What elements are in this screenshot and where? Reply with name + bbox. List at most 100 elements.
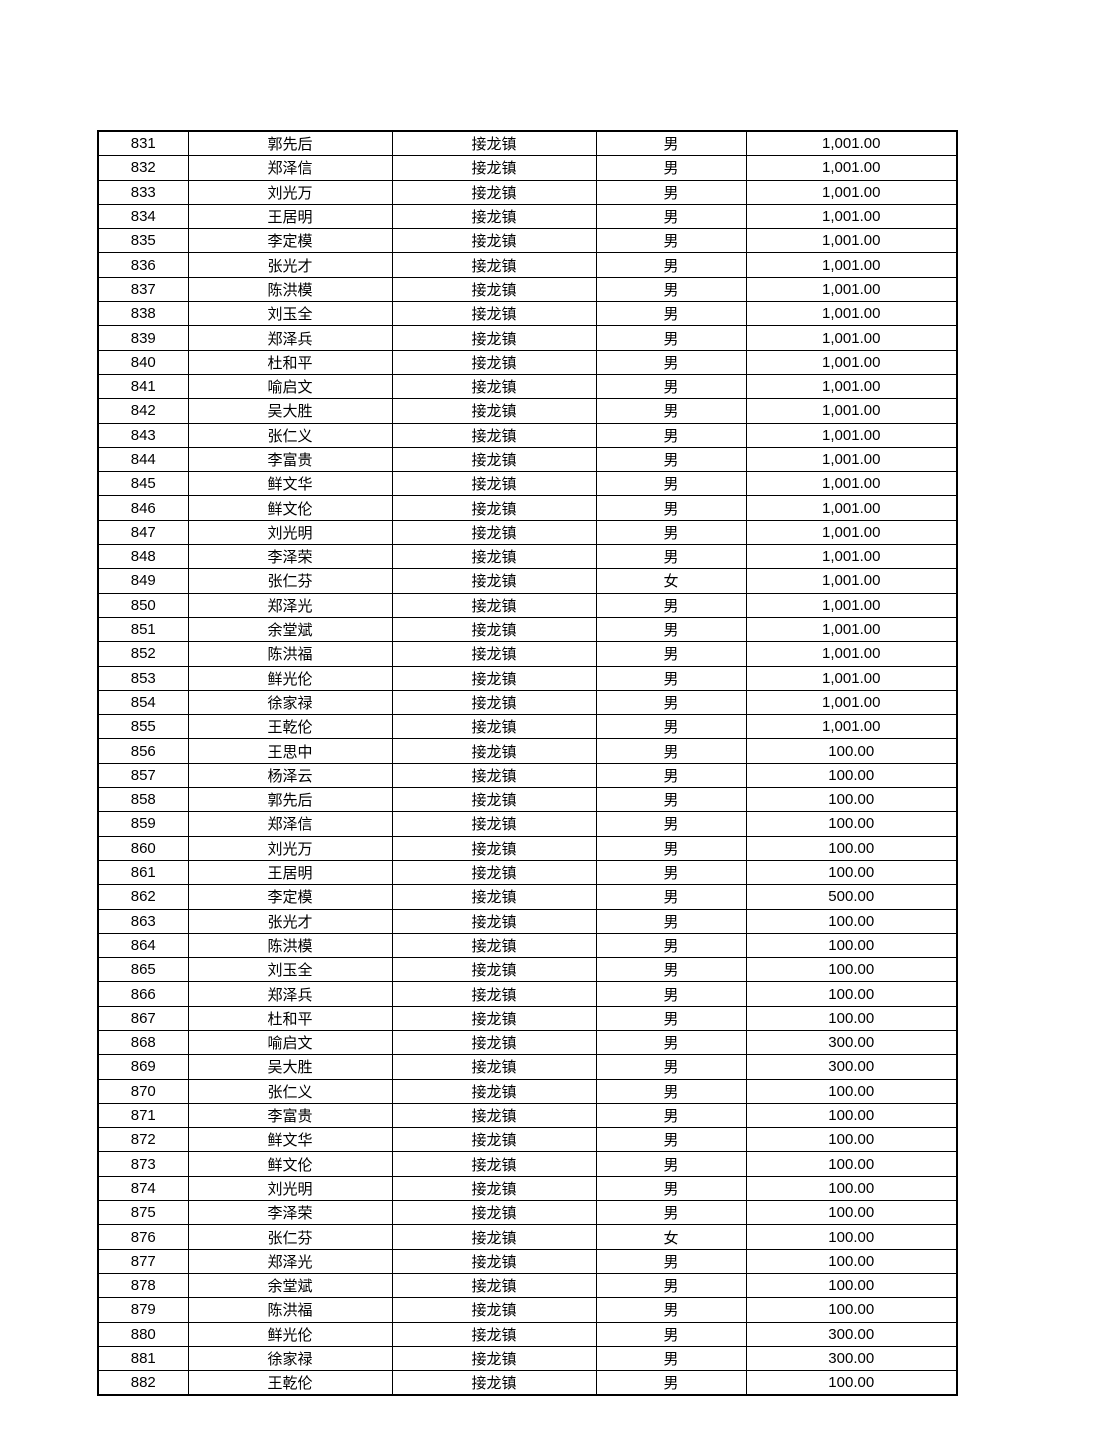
row-number-cell: 844 (97, 446, 189, 473)
town-cell: 接龙镇 (391, 1200, 597, 1226)
records-table-body: 831 郭先后 接龙镇男 1,001.00 832 郑泽信 接龙镇男 1,001.00 833 刘… (97, 130, 958, 1396)
amount-cell: 100.00 (745, 1078, 958, 1104)
table-row: 860 刘光万 接龙镇男 100.00 (97, 835, 958, 861)
amount-cell: 1,001.00 (745, 665, 958, 691)
person-name-cell: 郑泽信 (187, 155, 393, 181)
row-number-cell: 870 (97, 1078, 189, 1104)
gender-cell: 男 (595, 835, 747, 861)
gender-cell: 男 (595, 1054, 747, 1080)
row-number-cell: 835 (97, 228, 189, 254)
gender-cell: 男 (595, 1029, 747, 1056)
person-name-cell: 喻启文 (187, 1029, 393, 1056)
row-number-cell: 880 (97, 1321, 189, 1347)
person-name-cell: 张仁芬 (187, 1224, 393, 1250)
table-row: 868 喻启文 接龙镇男 300.00 (97, 1029, 958, 1056)
row-number-cell: 849 (97, 568, 189, 594)
table-row: 871 李富贵 接龙镇男 100.00 (97, 1102, 958, 1129)
table-row: 844 李富贵 接龙镇男 1,001.00 (97, 446, 958, 473)
row-number-cell: 863 (97, 908, 189, 934)
amount-cell: 1,001.00 (745, 325, 958, 351)
table-row: 840 杜和平 接龙镇男 1,001.00 (97, 349, 958, 375)
records-table: 831 郭先后 接龙镇男 1,001.00 832 郑泽信 接龙镇男 1,001.00 833 刘… (97, 130, 958, 1397)
table-row: 838 刘玉全 接龙镇男 1,001.00 (97, 301, 958, 327)
gender-cell: 男 (595, 1321, 747, 1347)
row-number-cell: 881 (97, 1345, 189, 1372)
person-name-cell: 刘玉全 (187, 957, 393, 983)
amount-cell: 100.00 (745, 1248, 958, 1274)
amount-cell: 100.00 (745, 1370, 958, 1396)
town-cell: 接龙镇 (391, 665, 597, 691)
table-row: 878 余堂斌 接龙镇男 100.00 (97, 1272, 958, 1299)
amount-cell: 100.00 (745, 811, 958, 837)
table-row: 843 张仁义 接龙镇男 1,001.00 (97, 422, 958, 448)
table-row: 861 王居明 接龙镇男 100.00 (97, 859, 958, 886)
town-cell: 接龙镇 (391, 859, 597, 886)
table-row: 853 鲜光伦 接龙镇男 1,001.00 (97, 665, 958, 691)
table-row: 876 张仁芬 接龙镇女 100.00 (97, 1224, 958, 1250)
town-cell: 接龙镇 (391, 276, 597, 303)
amount-cell: 100.00 (745, 1224, 958, 1250)
town-cell: 接龙镇 (391, 1224, 597, 1250)
amount-cell: 100.00 (745, 1102, 958, 1129)
town-cell: 接龙镇 (391, 155, 597, 181)
gender-cell: 男 (595, 884, 747, 910)
person-name-cell: 王思中 (187, 738, 393, 764)
person-name-cell: 鲜光伦 (187, 1321, 393, 1347)
person-name-cell: 李定模 (187, 884, 393, 910)
town-cell: 接龙镇 (391, 981, 597, 1007)
town-cell: 接龙镇 (391, 884, 597, 910)
gender-cell: 男 (595, 811, 747, 837)
amount-cell: 1,001.00 (745, 373, 958, 400)
row-number-cell: 845 (97, 471, 189, 497)
table-row: 834 王居明 接龙镇男 1,001.00 (97, 203, 958, 230)
town-cell: 接龙镇 (391, 252, 597, 278)
town-cell: 接龙镇 (391, 179, 597, 205)
person-name-cell: 鲜文伦 (187, 1151, 393, 1177)
row-number-cell: 866 (97, 981, 189, 1007)
person-name-cell: 徐家禄 (187, 1345, 393, 1372)
row-number-cell: 839 (97, 325, 189, 351)
person-name-cell: 郑泽兵 (187, 981, 393, 1007)
amount-cell: 1,001.00 (745, 641, 958, 667)
amount-cell: 300.00 (745, 1029, 958, 1056)
person-name-cell: 鲜文伦 (187, 495, 393, 521)
row-number-cell: 867 (97, 1005, 189, 1031)
row-number-cell: 831 (97, 130, 189, 157)
amount-cell: 100.00 (745, 787, 958, 813)
person-name-cell: 李泽荣 (187, 1200, 393, 1226)
amount-cell: 1,001.00 (745, 349, 958, 375)
gender-cell: 男 (595, 932, 747, 959)
row-number-cell: 853 (97, 665, 189, 691)
gender-cell: 男 (595, 519, 747, 546)
gender-cell: 男 (595, 544, 747, 570)
amount-cell: 100.00 (745, 1175, 958, 1202)
row-number-cell: 833 (97, 179, 189, 205)
gender-cell: 男 (595, 446, 747, 473)
person-name-cell: 余堂斌 (187, 616, 393, 643)
person-name-cell: 刘光明 (187, 1175, 393, 1202)
person-name-cell: 鲜文华 (187, 471, 393, 497)
row-number-cell: 838 (97, 301, 189, 327)
amount-cell: 100.00 (745, 835, 958, 861)
gender-cell: 男 (595, 130, 747, 157)
row-number-cell: 869 (97, 1054, 189, 1080)
amount-cell: 1,001.00 (745, 471, 958, 497)
amount-cell: 100.00 (745, 1200, 958, 1226)
table-row: 845 鲜文华 接龙镇男 1,001.00 (97, 471, 958, 497)
gender-cell: 男 (595, 762, 747, 789)
table-row: 842 吴大胜 接龙镇男 1,001.00 (97, 398, 958, 424)
table-row: 856 王思中 接龙镇男 100.00 (97, 738, 958, 764)
gender-cell: 女 (595, 568, 747, 594)
row-number-cell: 851 (97, 616, 189, 643)
person-name-cell: 李富贵 (187, 446, 393, 473)
person-name-cell: 陈洪模 (187, 932, 393, 959)
person-name-cell: 杜和平 (187, 349, 393, 375)
gender-cell: 男 (595, 1175, 747, 1202)
table-row: 858 郭先后 接龙镇男 100.00 (97, 787, 958, 813)
table-row: 863 张光才 接龙镇男 100.00 (97, 908, 958, 934)
gender-cell: 男 (595, 398, 747, 424)
amount-cell: 300.00 (745, 1345, 958, 1372)
person-name-cell: 徐家禄 (187, 689, 393, 716)
town-cell: 接龙镇 (391, 1054, 597, 1080)
town-cell: 接龙镇 (391, 301, 597, 327)
